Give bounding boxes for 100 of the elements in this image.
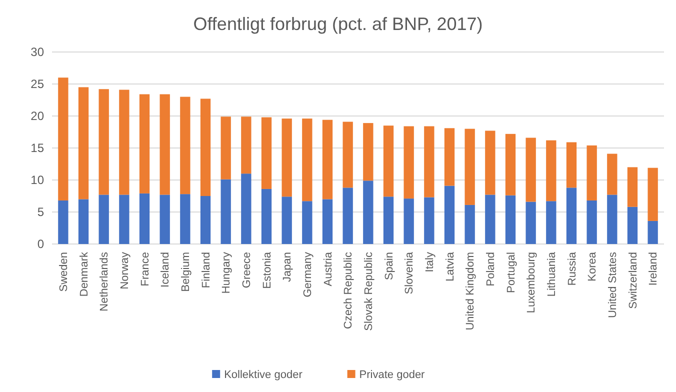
bar	[322, 199, 333, 244]
bar	[485, 194, 496, 244]
bar	[526, 138, 536, 202]
chart-title: Offentligt forbrug (pct. af BNP, 2017)	[193, 14, 483, 34]
bar	[505, 195, 516, 244]
x-tick-label: Poland	[485, 252, 498, 286]
bar	[363, 123, 374, 181]
bar	[322, 120, 333, 200]
bar	[607, 154, 618, 195]
bar	[526, 202, 536, 244]
x-tick-label: Denmark	[78, 252, 90, 297]
x-tick-label: Portugal	[505, 252, 518, 293]
bar	[98, 89, 109, 195]
bar	[261, 117, 272, 189]
bar	[220, 179, 231, 244]
y-tick-label: 20	[30, 109, 44, 124]
x-tick-label: Finland	[200, 252, 212, 288]
bar	[627, 206, 638, 244]
x-tick-label: Sweden	[58, 252, 70, 292]
x-tick-label: Austria	[322, 251, 334, 286]
bar	[627, 167, 638, 207]
x-tick-label: Hungary	[220, 252, 233, 294]
x-tick-label: Russia	[566, 251, 578, 286]
bar	[586, 145, 597, 200]
bar	[383, 196, 394, 244]
x-tick-label: Korea	[586, 251, 599, 282]
bar	[505, 134, 516, 196]
x-tick-label: Greece	[241, 252, 254, 288]
bar	[607, 194, 618, 244]
bar	[648, 168, 658, 221]
bar	[119, 90, 130, 195]
bar	[404, 126, 414, 199]
bar	[464, 204, 475, 244]
bar	[444, 186, 455, 244]
bar	[302, 118, 312, 202]
x-tick-label: Netherlands	[98, 252, 111, 312]
bar	[566, 188, 577, 244]
x-tick-label: Japan	[282, 252, 294, 282]
bar	[200, 196, 211, 244]
x-tick-label: Ireland	[648, 252, 660, 286]
bar	[261, 188, 272, 244]
legend-label: Private goder	[359, 368, 426, 381]
bar	[160, 94, 170, 195]
bar	[78, 87, 89, 200]
bar	[342, 122, 353, 188]
x-tick-label: Slovenia	[404, 251, 416, 294]
bar	[648, 220, 658, 244]
y-tick-label: 0	[37, 237, 44, 252]
x-tick-label: Estonia	[261, 251, 274, 289]
bar	[180, 96, 190, 194]
bar	[220, 116, 231, 180]
bar	[404, 198, 414, 244]
y-tick-label: 25	[30, 77, 44, 92]
bar	[241, 116, 252, 174]
x-tick-label: Germany	[302, 252, 314, 298]
x-tick-label: United States	[607, 252, 620, 318]
bar	[98, 194, 109, 244]
bar	[342, 188, 353, 244]
x-tick-label: Lithuania	[546, 251, 558, 297]
y-tick-label: 10	[30, 173, 44, 188]
bar	[78, 199, 89, 244]
x-tick-label: Spain	[383, 252, 396, 280]
x-tick-label: Iceland	[160, 252, 172, 288]
bar	[464, 128, 475, 205]
x-tick-label: Czech Republic	[342, 252, 355, 330]
bar	[586, 200, 597, 244]
y-tick-label: 5	[37, 205, 44, 220]
bar	[444, 128, 455, 186]
bar	[160, 194, 170, 244]
x-tick-label: United Kingdom	[464, 252, 477, 330]
bar	[424, 126, 434, 198]
bar	[302, 201, 312, 244]
bar	[139, 193, 150, 244]
bar	[200, 98, 211, 196]
bar	[363, 180, 374, 244]
x-tick-label: Belgium	[180, 252, 192, 292]
bar	[383, 126, 394, 197]
bar	[180, 194, 190, 244]
x-tick-label: Norway	[119, 252, 132, 290]
bar	[58, 78, 68, 200]
legend-label: Kollektive goder	[224, 368, 303, 381]
bar	[119, 194, 130, 244]
x-tick-label: Slovak Republic	[363, 252, 376, 331]
y-tick-label: 15	[30, 141, 44, 156]
x-tick-label: France	[139, 252, 152, 286]
bar	[241, 174, 252, 244]
bar	[424, 197, 434, 244]
x-tick-label: Switzerland	[627, 252, 640, 309]
bar	[566, 142, 577, 188]
x-tick-label: Italy	[424, 252, 436, 272]
bar	[485, 130, 496, 195]
bar	[546, 140, 556, 202]
bar	[282, 118, 292, 197]
x-tick-label: Luxembourg	[526, 252, 538, 314]
bar	[139, 94, 150, 194]
bar	[282, 196, 292, 244]
bar	[546, 201, 556, 244]
y-tick-label: 30	[30, 45, 44, 60]
x-tick-label: Latvia	[444, 251, 456, 282]
bar	[58, 200, 68, 244]
